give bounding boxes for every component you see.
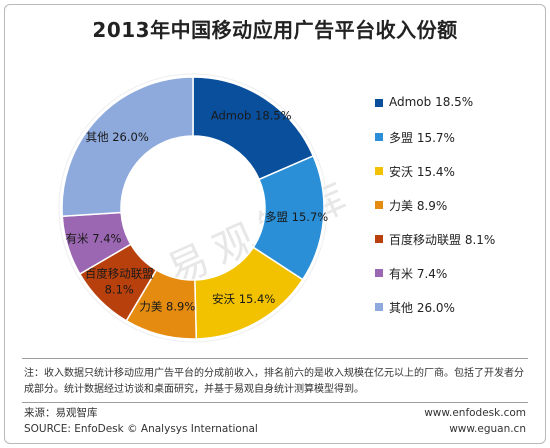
legend-item-6: 有米 7.4%: [375, 265, 545, 281]
legend-swatch: [375, 99, 383, 107]
legend-swatch: [375, 303, 383, 311]
legend-swatch: [375, 201, 383, 209]
chart-title: 2013年中国移动应用广告平台收入份额: [92, 18, 458, 42]
legend-label: Admob 18.5%: [389, 95, 474, 109]
legend-item-3: 安沃 15.4%: [375, 163, 545, 179]
legend-item-7: 其他 26.0%: [375, 299, 545, 315]
donut-outline: [58, 73, 328, 343]
slice-label-4: 力美 8.9%: [139, 300, 195, 314]
legend-item-1: Admob 18.5%: [375, 95, 545, 111]
source-cn: 来源：易观智库: [24, 407, 98, 419]
legend-label: 其他 26.0%: [389, 301, 455, 315]
footer-urls: www.enfodesk.com www.eguan.cn: [424, 405, 526, 437]
url-eguan: www.eguan.cn: [449, 423, 526, 435]
donut-slice-7: [61, 76, 194, 218]
legend-item-5: 百度移动联盟 8.1%: [375, 231, 545, 247]
legend-item-4: 力美 8.9%: [375, 197, 545, 213]
legend-label: 安沃 15.4%: [389, 165, 455, 179]
url-enfodesk: www.enfodesk.com: [424, 407, 526, 419]
slice-label-1: Admob 18.5%: [211, 108, 292, 122]
legend-swatch: [375, 235, 383, 243]
footer-source: 来源：易观智库 SOURCE: EnfoDesk © Analysys Inte…: [24, 405, 258, 437]
slice-label-6: 有米 7.4%: [66, 231, 122, 245]
chart-note: 注：收入数据只统计移动应用广告平台的分成前收入，排名前六的是收入规模在亿元以上的…: [24, 368, 524, 395]
legend-swatch: [375, 167, 383, 175]
slice-label-3: 安沃 15.4%: [212, 292, 275, 306]
legend-swatch: [375, 269, 383, 277]
slice-label-7: 其他 26.0%: [86, 130, 149, 144]
slice-label-5: 百度移动联盟 8.1%: [85, 266, 154, 296]
note-top-divider: [22, 358, 528, 359]
legend-label: 有米 7.4%: [389, 267, 448, 281]
legend-label: 多盟 15.7%: [389, 131, 455, 145]
legend-swatch: [375, 133, 383, 141]
footer-divider: [22, 402, 528, 403]
legend-label: 百度移动联盟 8.1%: [389, 233, 496, 247]
legend-item-2: 多盟 15.7%: [375, 129, 545, 145]
slice-label-2: 多盟 15.7%: [265, 210, 328, 224]
source-en: SOURCE: EnfoDesk © Analysys Internationa…: [24, 423, 258, 435]
legend-label: 力美 8.9%: [389, 199, 448, 213]
